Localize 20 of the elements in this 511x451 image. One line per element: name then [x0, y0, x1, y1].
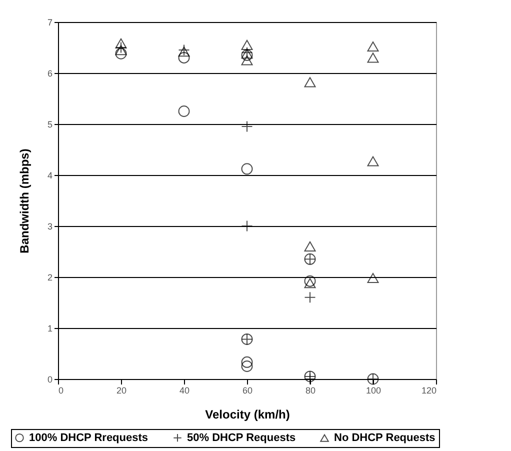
y-tick-label: 0 [47, 374, 52, 384]
x-tick-label: 80 [305, 386, 316, 396]
y-tick-label: 3 [47, 222, 52, 232]
y-tick-label: 4 [47, 170, 52, 180]
legend-label: 50% DHCP Requests [187, 432, 296, 444]
y-tick-label: 1 [47, 324, 52, 334]
legend-label: No DHCP Requests [334, 432, 436, 444]
x-tick-label: 100 [366, 386, 382, 396]
y-tick-label: 7 [47, 18, 52, 28]
x-tick-label: 20 [116, 386, 127, 396]
y-tick-label: 6 [47, 68, 52, 78]
y-tick-label: 2 [47, 272, 52, 282]
y-axis-title: Bandwidth (mbps) [17, 148, 32, 254]
x-tick-label: 60 [242, 386, 253, 396]
x-tick-label: 40 [179, 386, 190, 396]
x-axis-title: Velocity (km/h) [205, 408, 290, 422]
x-tick-label: 0 [58, 386, 64, 396]
legend-label: 100% DHCP Rrequests [29, 432, 148, 444]
x-tick-label: 120 [421, 386, 436, 396]
y-tick-label: 5 [47, 120, 52, 130]
